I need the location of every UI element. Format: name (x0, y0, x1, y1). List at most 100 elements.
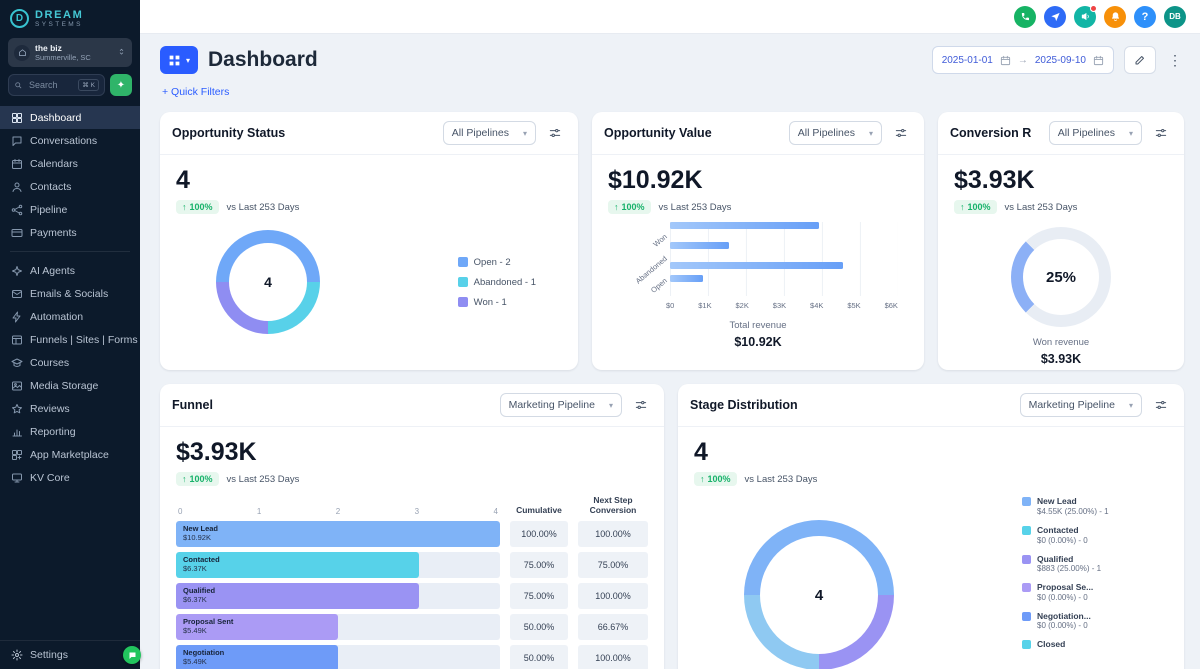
sidebar-item-kv-core[interactable]: KV Core (0, 466, 140, 489)
credit-card-icon (11, 228, 23, 237)
legend-label: Contacted (1037, 524, 1079, 535)
help-button[interactable]: ? (1134, 5, 1156, 28)
funnel-chart: 0 1 2 3 4 Cumulative Next Step Conversio… (176, 495, 648, 669)
filter-button[interactable] (630, 394, 652, 416)
sidebar-item-ai-agents[interactable]: AI Agents (0, 259, 140, 282)
delta-badge: ↑ 100% (176, 472, 219, 487)
cumulative-cell: 100.00% (510, 520, 568, 547)
x-axis-label: $3K (772, 301, 787, 311)
user-icon (12, 182, 22, 192)
sidebar-item-label: App Marketplace (30, 448, 109, 461)
dashboard-icon (12, 112, 22, 123)
sidebar-item-app-marketplace[interactable]: App Marketplace (0, 443, 140, 466)
cumulative-cell: 75.00% (510, 551, 568, 578)
filter-button[interactable] (544, 122, 566, 144)
metric-value: $3.93K (176, 438, 257, 466)
layout-icon (12, 335, 22, 345)
date-from[interactable]: 2025-01-01 (941, 54, 993, 66)
chevron-updown-icon (117, 44, 126, 62)
filter-button[interactable] (890, 122, 912, 144)
card-footer: Total revenue $10.92K (608, 320, 908, 351)
chat-widget-button[interactable] (123, 646, 141, 664)
sidebar-item-funnels-sites-forms[interactable]: Funnels | Sites | Forms (0, 328, 140, 351)
sidebar-item-pipeline[interactable]: Pipeline (0, 198, 140, 221)
user-avatar[interactable]: DB (1164, 5, 1186, 28)
filter-button[interactable] (1150, 122, 1172, 144)
sidebar-item-automation[interactable]: Automation (0, 305, 140, 328)
legend-detail: $0 (0.00%) - 0 (1037, 621, 1088, 631)
cards-row-1: Opportunity Status All Pipelines ▾ 4 ↑ 100… (160, 112, 1184, 370)
quick-filters-link[interactable]: + Quick Filters (162, 86, 230, 98)
x-axis-label: $5K (847, 301, 861, 311)
legend-label: Qualified (1037, 553, 1074, 564)
pipeline-select[interactable]: Marketing Pipeline ▾ (1019, 393, 1142, 417)
legend-label: Won - 1 (473, 296, 507, 308)
send-button[interactable] (1044, 5, 1066, 28)
sidebar-item-dashboard[interactable]: Dashboard (0, 106, 140, 130)
location-city: Summerville, SC (35, 53, 91, 63)
legend-item: Open - 2 (457, 257, 536, 268)
page-header: ▾ Dashboard 2025-01-01 → 2025-09-10 ⋮ (160, 46, 1184, 74)
pipeline-select-value: All Pipelines (451, 127, 509, 139)
pipeline-select[interactable]: All Pipelines ▾ (442, 121, 536, 145)
filter-button[interactable] (1150, 394, 1172, 416)
sidebar-item-settings[interactable]: Settings (0, 640, 140, 669)
sidebar-item-conversations[interactable]: Conversations (0, 129, 140, 152)
search-input[interactable] (27, 79, 75, 92)
date-range-picker[interactable]: 2025-01-01 → 2025-09-10 (931, 46, 1114, 74)
donut-center-value: 4 (814, 586, 824, 604)
chevron-down-icon: ▾ (522, 128, 527, 138)
kebab-icon: ⋮ (1168, 52, 1182, 68)
sidebar-item-label: Payments (30, 226, 77, 239)
legend-swatch (1022, 640, 1031, 650)
sidebar-item-emails-socials[interactable]: Emails & Socials (0, 282, 140, 305)
sidebar-item-reviews[interactable]: Reviews (0, 397, 140, 420)
next-step-cell: 100.00% (578, 644, 648, 669)
x-axis: $0 $1K $2K $3K $4K $5K $6K (666, 301, 898, 310)
chevron-down-icon: ▾ (868, 128, 873, 138)
sidebar-item-reporting[interactable]: Reporting (0, 420, 140, 443)
opportunity-value-bar-chart: Won Abandoned Open $0 $1K (608, 222, 908, 310)
sliders-icon (635, 401, 647, 409)
phone-button[interactable] (1014, 5, 1036, 28)
dashboard-switcher-button[interactable]: ▾ (160, 46, 199, 74)
legend-item: Qualified $883 (25.00%) - 1 (1022, 554, 1164, 575)
brand-icon: D (10, 9, 29, 29)
cumulative-cell: 50.00% (510, 644, 568, 669)
search-box[interactable]: ⌘ K (8, 74, 105, 97)
gauge-value: 25% (1045, 268, 1077, 286)
sidebar-item-label: Contacts (30, 180, 72, 193)
location-switcher[interactable]: the biz Summerville, SC (8, 38, 132, 68)
grid-icon (169, 55, 180, 65)
date-to[interactable]: 2025-09-10 (1034, 54, 1086, 66)
announcements-button[interactable] (1074, 4, 1097, 28)
funnel-bar: Negotiation $5.49K (176, 644, 338, 669)
edit-button[interactable] (1124, 46, 1156, 74)
bar-open-2 (670, 275, 704, 283)
pipeline-select-value: All Pipelines (797, 127, 855, 139)
sidebar-item-payments[interactable]: Payments (0, 221, 140, 244)
trend-up-icon: ↑ (182, 474, 187, 485)
sidebar-item-media-storage[interactable]: Media Storage (0, 374, 140, 397)
delta-badge: ↑ 100% (694, 472, 737, 487)
pencil-icon (1135, 56, 1144, 65)
alerts-button[interactable] (1104, 5, 1126, 28)
funnel-row: New Lead $10.92K (176, 520, 500, 547)
pipeline-select[interactable]: All Pipelines ▾ (1048, 121, 1142, 145)
pipeline-select[interactable]: Marketing Pipeline ▾ (499, 393, 622, 417)
sidebar-nav: Dashboard Conversations Calendars Contac… (0, 106, 140, 640)
sidebar-item-courses[interactable]: Courses (0, 351, 140, 374)
legend-swatch (1022, 525, 1031, 535)
bar-won (670, 222, 820, 230)
quick-actions-button[interactable]: ✦ (110, 74, 132, 97)
card-title: Opportunity Status (172, 126, 286, 140)
pipeline-select[interactable]: All Pipelines ▾ (788, 121, 882, 145)
legend-swatch (457, 277, 468, 288)
next-step-cell: 75.00% (578, 551, 648, 578)
sidebar-item-label: Settings (30, 649, 68, 661)
sliders-icon (895, 129, 907, 137)
more-options-button[interactable]: ⋮ (1166, 53, 1184, 67)
sidebar-item-contacts[interactable]: Contacts (0, 175, 140, 198)
next-step-cell: 100.00% (578, 582, 648, 609)
sidebar-item-calendars[interactable]: Calendars (0, 152, 140, 175)
